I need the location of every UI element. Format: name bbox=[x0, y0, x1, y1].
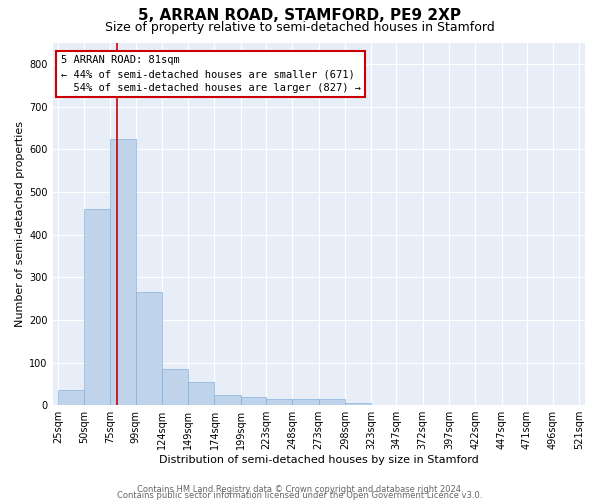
Text: 5 ARRAN ROAD: 81sqm
← 44% of semi-detached houses are smaller (671)
  54% of sem: 5 ARRAN ROAD: 81sqm ← 44% of semi-detach… bbox=[61, 55, 361, 93]
Bar bbox=[110, 138, 136, 405]
Bar bbox=[241, 396, 266, 405]
Bar bbox=[292, 399, 319, 405]
Bar bbox=[162, 369, 188, 405]
Bar bbox=[345, 403, 371, 405]
Bar bbox=[84, 209, 110, 405]
Bar bbox=[188, 382, 214, 405]
X-axis label: Distribution of semi-detached houses by size in Stamford: Distribution of semi-detached houses by … bbox=[158, 455, 478, 465]
Bar bbox=[136, 292, 162, 405]
Text: Contains HM Land Registry data © Crown copyright and database right 2024.: Contains HM Land Registry data © Crown c… bbox=[137, 485, 463, 494]
Bar bbox=[214, 394, 241, 405]
Bar bbox=[266, 399, 292, 405]
Bar bbox=[58, 390, 84, 405]
Text: Contains public sector information licensed under the Open Government Licence v3: Contains public sector information licen… bbox=[118, 491, 482, 500]
Text: 5, ARRAN ROAD, STAMFORD, PE9 2XP: 5, ARRAN ROAD, STAMFORD, PE9 2XP bbox=[139, 8, 461, 22]
Y-axis label: Number of semi-detached properties: Number of semi-detached properties bbox=[15, 121, 25, 327]
Text: Size of property relative to semi-detached houses in Stamford: Size of property relative to semi-detach… bbox=[105, 21, 495, 34]
Bar bbox=[319, 399, 345, 405]
